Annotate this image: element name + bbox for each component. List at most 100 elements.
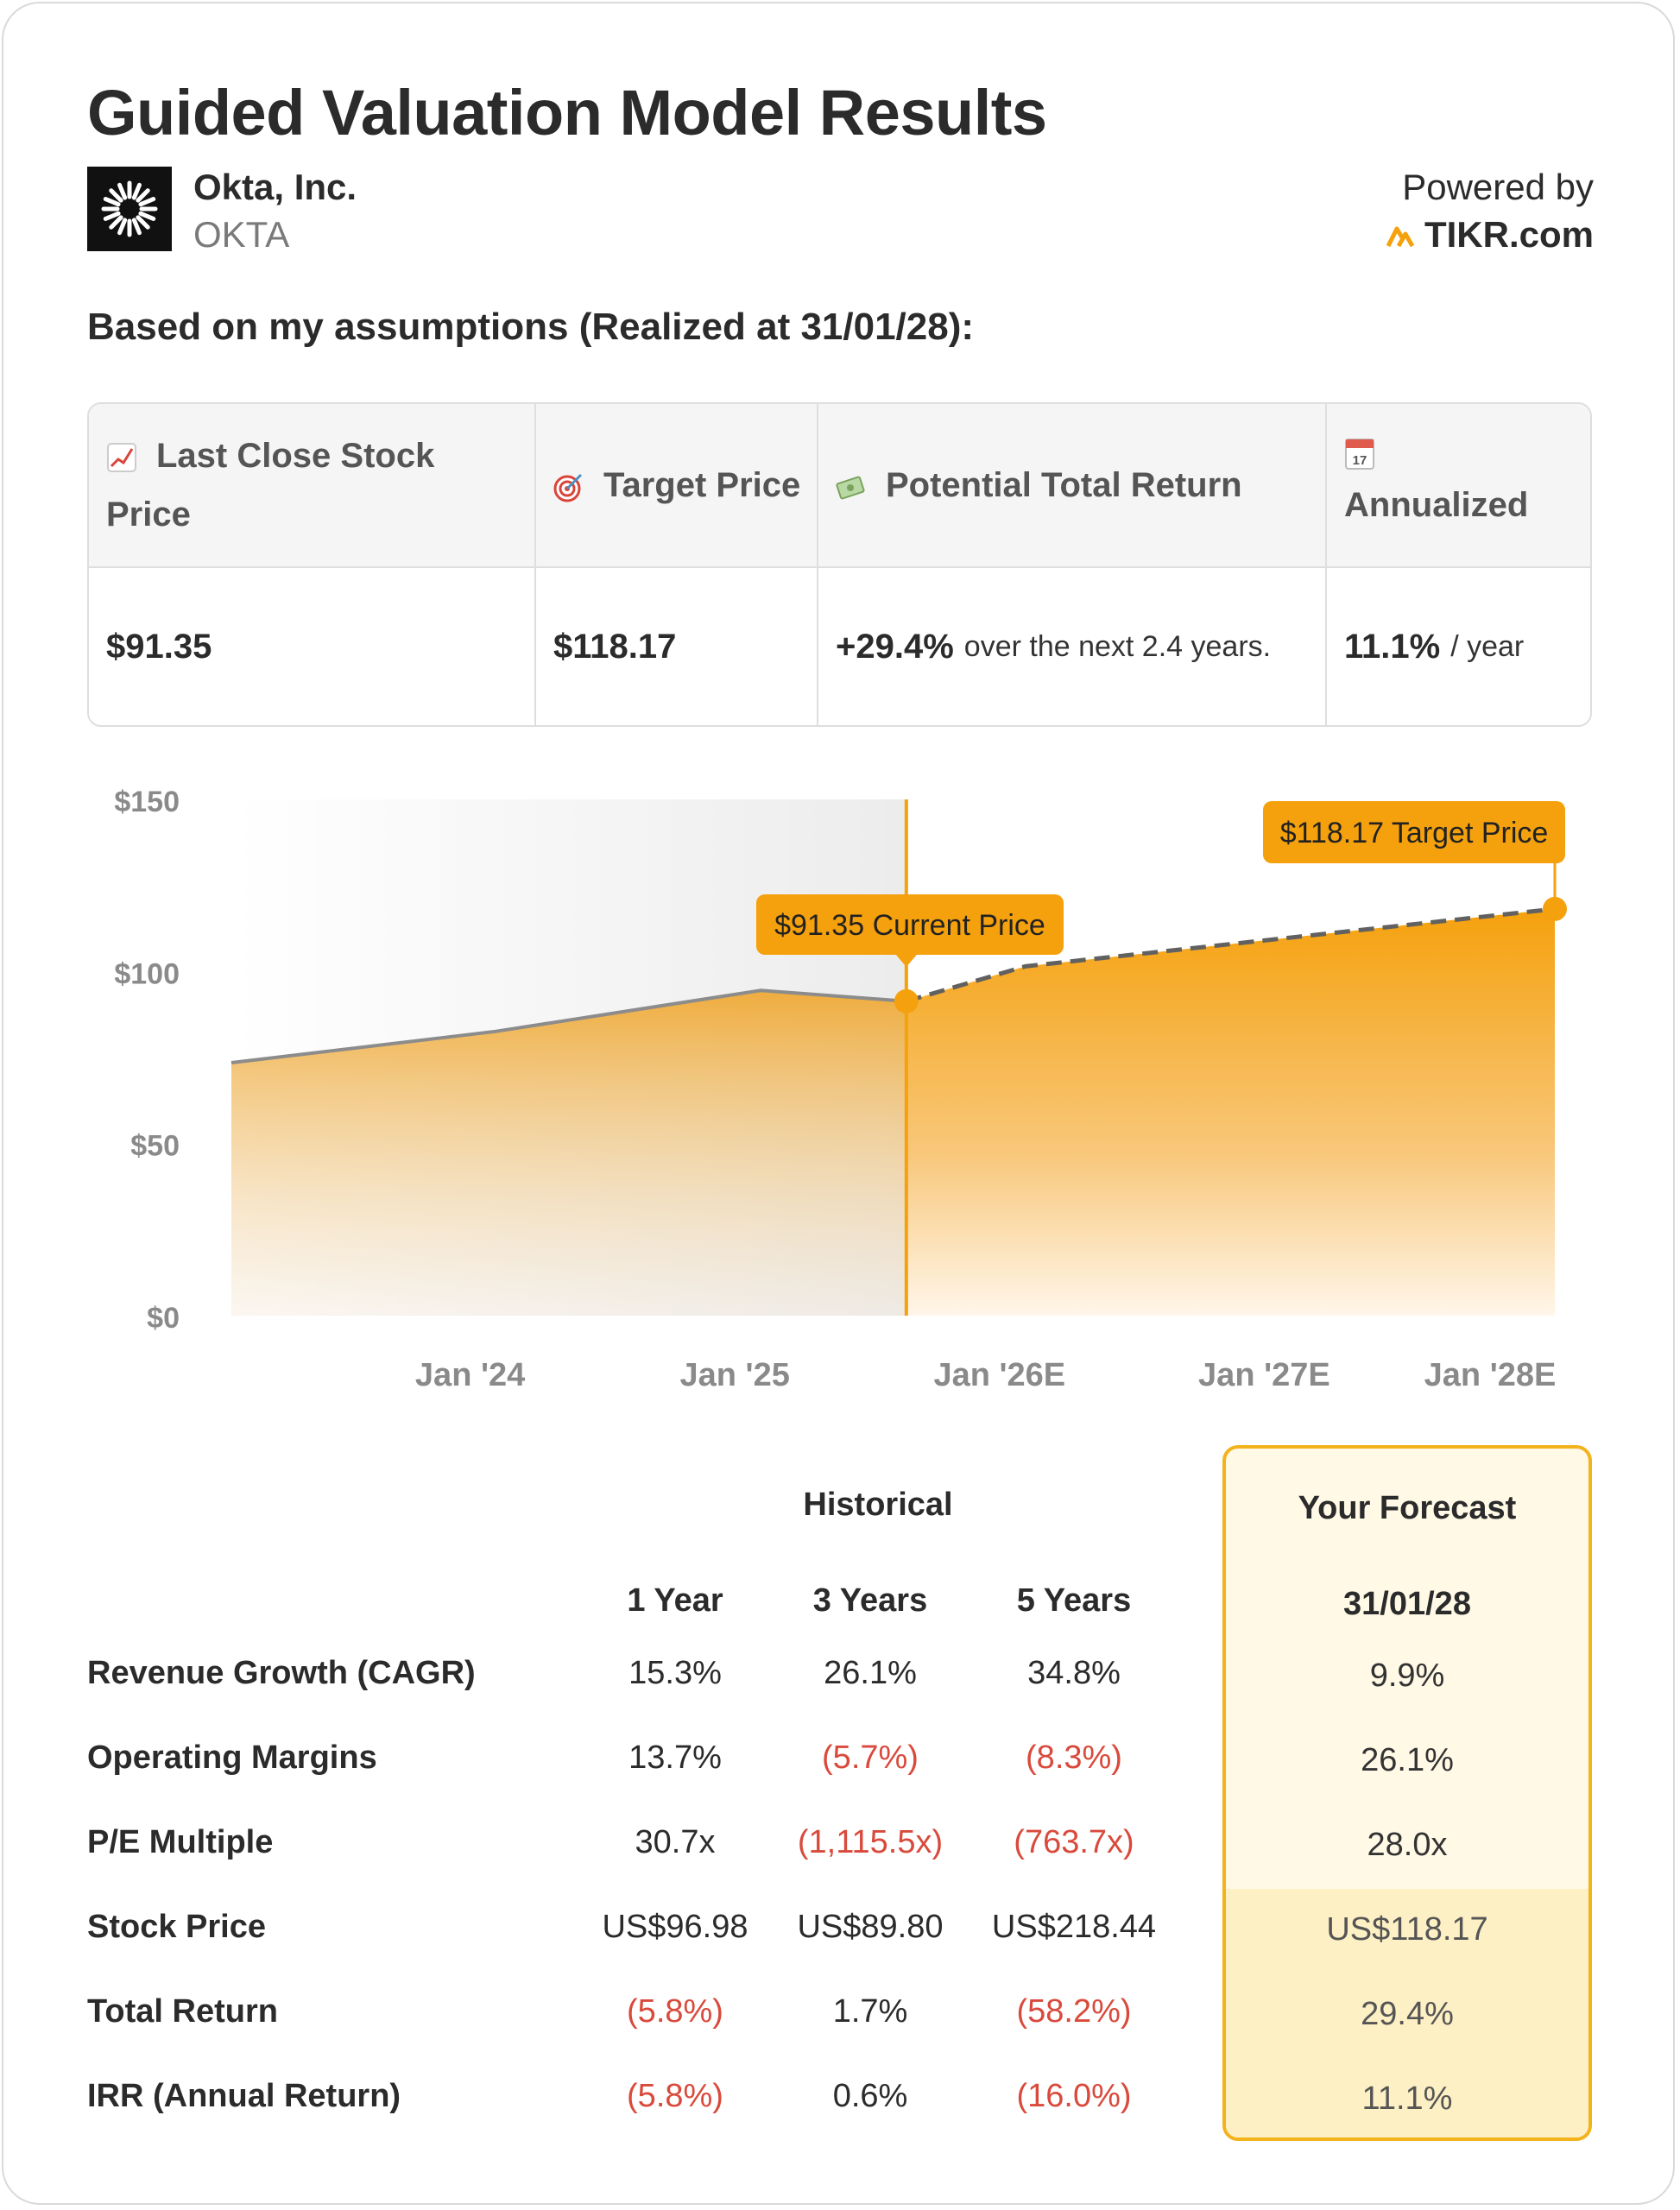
row-value: (5.8%) [627,1993,723,2030]
metric-target-price: Target Price $118.17 [536,404,818,725]
row-value: (1,115.5x) [797,1824,944,1860]
logo-ray [138,211,156,221]
forecast-value: 9.9% [1369,1658,1445,1694]
target-price-callout [1263,801,1565,863]
row-label: Stock Price [87,1909,266,1945]
historical-area [231,990,906,1316]
row-label: IRR (Annual Return) [87,2078,401,2114]
current-price-callout-pointer [895,955,917,967]
forecast-column [1222,1445,1592,2141]
metric-value: $118.17 [553,627,677,666]
logo-ray [136,215,150,230]
logo-ray [103,197,121,207]
company-ticker: OKTA [193,214,290,255]
row-label: P/E Multiple [87,1824,274,1860]
tikr-brand[interactable]: TIKR.com [1386,214,1594,256]
metric-label: Potential Total Return [886,466,1242,504]
current-price-callout [756,894,1064,955]
row-value: (58.2%) [1016,1993,1132,2030]
target-icon [553,474,583,502]
period-header-3y: 3 Years [812,1582,928,1619]
target-price-label: $118.17 Target Price [1280,817,1549,849]
logo-ray [131,218,142,236]
logo-ray [109,215,123,230]
row-value: US$89.80 [797,1909,944,1945]
row-value: US$218.44 [991,1909,1157,1945]
metric-annualized: 17 Annualized 11.1% / year [1327,404,1590,725]
period-header-5y: 5 Years [1016,1582,1132,1619]
row-value: (8.3%) [1026,1740,1122,1776]
logo-ray [117,218,128,236]
row-value: 26.1% [824,1655,917,1691]
metric-suffix: over the next 2.4 years. [963,629,1272,663]
x-tick-label: Jan '28E [1424,1357,1557,1393]
y-tick-label: $0 [147,1302,180,1335]
forecast-value: 11.1% [1361,2081,1453,2117]
forecast-header: Your Forecast [1298,1490,1517,1526]
current-price-label: $91.35 Current Price [774,909,1045,942]
page-title: Guided Valuation Model Results [87,77,1047,148]
row-label: Revenue Growth (CAGR) [87,1655,476,1691]
y-tick-label: $100 [114,957,180,990]
tikr-logo-icon [1386,226,1415,248]
okta-sunburst-icon [101,180,158,237]
metric-label: Last Close Stock Price [106,437,435,534]
forecast-value: 28.0x [1367,1827,1448,1863]
forecast-area [906,908,1555,1316]
row-value: 15.3% [628,1655,722,1691]
x-tick-label: Jan '26E [933,1357,1065,1393]
x-tick-label: Jan '27E [1198,1357,1330,1393]
company-logo [87,167,172,251]
row-value: 30.7x [635,1824,716,1860]
row-value: 0.6% [832,2078,908,2114]
row-value: (763.7x) [1014,1824,1134,1860]
chart-up-icon [107,443,136,473]
metric-label: Target Price [603,466,801,504]
forecast-value: 26.1% [1361,1742,1454,1778]
forecast-date-header: 31/01/28 [1343,1586,1471,1622]
row-value: US$96.98 [602,1909,748,1945]
company-name: Okta, Inc. [193,167,357,207]
historical-header: Historical [803,1487,953,1523]
logo-ray [131,182,142,200]
calendar-icon: 17 [1345,439,1374,470]
forecast-line [906,906,1556,1004]
y-tick-label: $150 [114,786,180,818]
tikr-brand-label: TIKR.com [1424,214,1594,255]
x-tick-label: Jan '24 [415,1357,525,1393]
logo-ray [109,188,123,203]
assumptions-heading: Based on my assumptions (Realized at 31/… [87,306,975,348]
metric-value: $91.35 [106,627,212,666]
forecast-value: 29.4% [1361,1996,1454,2032]
calendar-day: 17 [1353,453,1367,468]
price-chart: $150 $100 $50 $0 Jan '24 Jan '25 Jan '26E Jan '… [114,786,1567,1393]
row-value: (5.7%) [822,1740,919,1776]
metrics-table: Last Close Stock Price $91.35 Target Pri… [87,402,1592,727]
logo-ray [136,188,150,203]
row-value: 34.8% [1027,1655,1121,1691]
target-price-point [1543,896,1567,921]
logo-ray [117,182,128,200]
metric-label: Annualized [1344,486,1529,524]
historical-line [231,988,906,1064]
forecast-value: US$118.17 [1326,1911,1488,1948]
row-value: (16.0%) [1016,2078,1132,2114]
row-label: Total Return [87,1993,278,2030]
y-tick-label: $50 [130,1130,180,1163]
metric-last-close: Last Close Stock Price $91.35 [89,404,536,725]
logo-ray [103,211,121,221]
metric-total-return: Potential Total Return +29.4% over the n… [818,404,1327,725]
row-label: Operating Margins [87,1740,377,1776]
metric-value: 11.1% [1344,627,1441,666]
powered-by-label: Powered by [1402,167,1594,207]
current-price-point [894,988,919,1013]
row-value: 13.7% [628,1740,722,1776]
money-icon [836,477,865,500]
metric-suffix: / year [1450,629,1525,663]
period-header-1y: 1 Year [627,1582,723,1619]
x-tick-label: Jan '25 [680,1357,790,1393]
metric-value: +29.4% [836,627,954,666]
row-value: (5.8%) [627,2078,723,2114]
logo-ray [138,197,156,207]
row-value: 1.7% [832,1993,908,2030]
